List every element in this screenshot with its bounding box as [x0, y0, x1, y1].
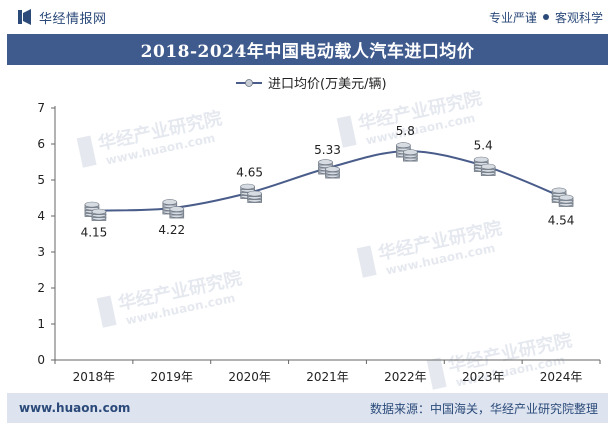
coin-top	[558, 194, 574, 201]
y-tick-label: 6	[37, 137, 45, 151]
data-point-marker	[551, 187, 574, 207]
footer-bar: www.huaon.com 数据来源：中国海关，华经产业研究院整理	[7, 393, 608, 423]
y-tick-label: 7	[37, 101, 45, 115]
data-point-marker	[240, 183, 262, 203]
coin-top	[396, 142, 411, 149]
data-point-marker	[396, 142, 418, 162]
data-label: 4.15	[81, 226, 108, 240]
chart-area: 华经产业研究院 www.huaon.com 华经产业研究院 www.huaon.com…	[0, 66, 615, 391]
data-label: 5.33	[314, 143, 341, 157]
coin-top	[91, 208, 107, 215]
watermark-logo-icon	[76, 135, 97, 168]
data-label: 5.4	[474, 139, 493, 153]
data-label: 4.54	[548, 214, 575, 228]
y-tick-label: 3	[37, 245, 45, 259]
watermark-logo-icon	[96, 295, 117, 328]
x-tick-label: 2021年	[306, 370, 349, 384]
title-bar: 2018-2024年中国电动载人汽车进口均价	[7, 34, 608, 65]
coin-top	[169, 206, 185, 212]
footer-url: www.huaon.com	[19, 401, 131, 415]
coin-top	[162, 199, 178, 205]
x-tick-label: 2019年	[151, 370, 194, 384]
data-point-marker	[318, 159, 340, 179]
watermark-logo-icon	[426, 357, 447, 390]
top-bar: 华经情报网 专业严谨 客观科学	[0, 0, 615, 34]
coin-top	[84, 201, 100, 208]
coin-top	[551, 187, 567, 194]
coin-top	[403, 149, 418, 156]
x-tick-label: 2020年	[228, 370, 271, 384]
y-tick-label: 5	[37, 173, 45, 187]
legend-label: 进口均价(万美元/辆)	[268, 77, 387, 92]
coin-top	[480, 163, 496, 170]
legend: 进口均价(万美元/辆)	[236, 77, 387, 92]
data-label: 4.22	[158, 223, 185, 237]
x-tick-label: 2023年	[462, 370, 505, 384]
data-label: 4.65	[236, 166, 263, 180]
slogan: 专业严谨 客观科学	[489, 9, 603, 26]
y-tick-label: 4	[37, 209, 45, 223]
coin-top	[247, 190, 262, 197]
coin-top	[325, 166, 340, 173]
coin-top	[318, 159, 333, 166]
data-point-marker	[84, 201, 107, 221]
brand-name: 华经情报网	[39, 11, 107, 27]
x-tick-label: 2024年	[540, 370, 583, 384]
coin-top	[240, 183, 255, 190]
brand: 华经情报网	[18, 8, 107, 27]
footer-source: 数据来源：中国海关，华经产业研究院整理	[369, 401, 598, 416]
y-tick-label: 1	[37, 317, 45, 331]
slogan-left: 专业严谨	[488, 10, 537, 25]
legend-marker-icon	[245, 79, 253, 87]
y-tick-label: 2	[37, 281, 45, 295]
x-tick-label: 2022年	[384, 370, 427, 384]
y-tick-label: 0	[37, 353, 45, 367]
chart-title: 2018-2024年中国电动载人汽车进口均价	[140, 42, 475, 62]
slogan-right: 客观科学	[554, 10, 603, 25]
watermark-logo-icon	[356, 245, 377, 278]
x-tick-label: 2018年	[73, 370, 116, 384]
watermark-logo-icon	[336, 115, 357, 148]
huajing-logo-icon	[18, 9, 31, 25]
slogan-separator-dot	[542, 14, 549, 20]
coin-top	[473, 156, 489, 163]
data-label: 5.8	[396, 124, 415, 138]
data-point-marker	[473, 156, 496, 176]
data-point-marker	[162, 199, 185, 219]
